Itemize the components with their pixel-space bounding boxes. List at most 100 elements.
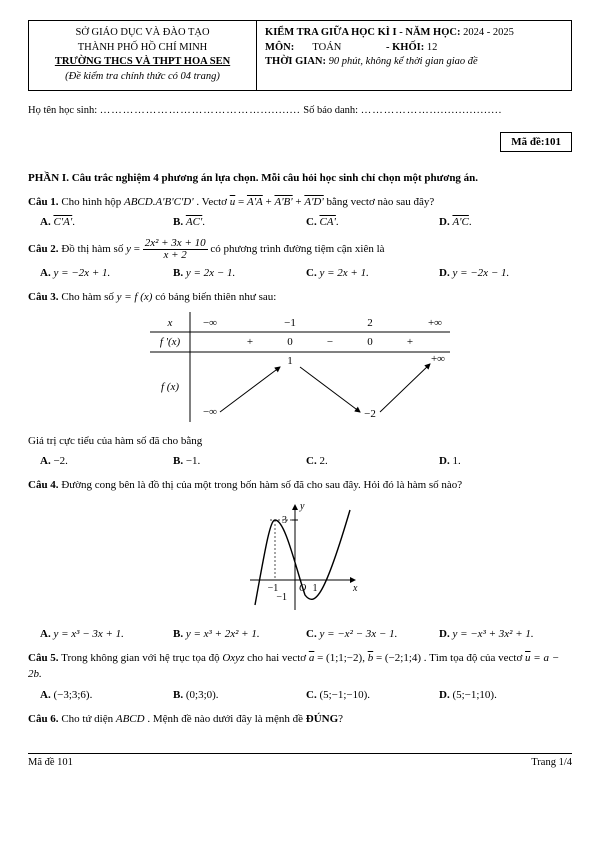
page-footer: Mã đề 101 Trang 1/4 (28, 753, 572, 768)
q1-ab: A'B' (274, 196, 292, 208)
q5-text-c: . Tìm tọa độ của vectơ (424, 652, 525, 664)
q5-opt-a: (−3;3;6). (53, 689, 92, 701)
subject-label: MÔN: (265, 42, 294, 53)
q2-options: A. y = −2x + 1. B. y = 2x − 1. C. y = 2x… (40, 265, 572, 281)
question-6: Câu 6. Cho tứ diện ABCD . Mệnh đề nào dư… (28, 711, 572, 728)
svg-text:−1: −1 (284, 317, 296, 329)
dept: SỞ GIÁO DỤC VÀ ĐÀO TẠO (37, 26, 248, 41)
q3-text-a: Cho hàm số (61, 291, 116, 303)
q5-opt-d: (5;−1;10). (452, 689, 496, 701)
q2-opt-c: y = 2x + 1. (319, 267, 368, 279)
q1-text-b: . Vectơ (196, 196, 229, 208)
q1-opt-b: AC' (186, 216, 202, 228)
q2-opt-d: y = −2x − 1. (452, 267, 509, 279)
q5-u: u (525, 652, 531, 664)
exam-year: 2024 - 2025 (463, 27, 514, 38)
question-3: Câu 3. Cho hàm số y = f (x) có bảng biến… (28, 289, 572, 306)
q1-ad: A'D' (304, 196, 323, 208)
exam-title: KIỂM TRA GIỮA HỌC KÌ I - NĂM HỌC: (265, 27, 460, 38)
q3-opt-a: −2. (53, 455, 67, 467)
q5-opt-b: (0;3;0). (186, 689, 219, 701)
q4-text: Đường cong bên là đồ thị của một trong b… (61, 479, 462, 491)
q3-opt-d: 1. (452, 455, 460, 467)
q4-graph: x y 3 −1 O 1 −1 (28, 500, 572, 618)
question-4: Câu 4. Đường cong bên là đồ thị của một … (28, 477, 572, 494)
q5-label: Câu 5. (28, 652, 59, 664)
q4-options: A. y = x³ − 3x + 1. B. y = x³ + 2x² + 1.… (40, 626, 572, 642)
q3-sub: Giá trị cực tiểu của hàm số đã cho bằng (28, 433, 572, 450)
header-note: (Đề kiểm tra chính thức có 04 trang) (37, 70, 248, 85)
q5-oxyz: Oxyz (222, 652, 244, 664)
q4-label: Câu 4. (28, 479, 59, 491)
q4-opt-b: y = x³ + 2x² + 1. (186, 628, 260, 640)
q1-text-c: bằng vectơ nào sau đây? (326, 196, 434, 208)
q1-opt-c: CA' (319, 216, 335, 228)
q6-dung: ĐÚNG (306, 713, 338, 725)
q5-text-a: Trong không gian với hệ trục tọa độ (61, 652, 222, 664)
svg-text:+∞: +∞ (431, 353, 445, 365)
svg-text:f '(x): f '(x) (160, 336, 181, 348)
svg-text:1: 1 (313, 583, 318, 594)
q1-text-a: Cho hình hộp (61, 196, 124, 208)
footer-right: Trang 1/4 (531, 757, 572, 768)
q5-b: b (368, 652, 374, 664)
q3-options: A. −2. B. −1. C. 2. D. 1. (40, 453, 572, 469)
student-row: Họ tên học sinh: …………………………………….........… (28, 105, 572, 116)
q4-opt-d: y = −x³ + 3x² + 1. (452, 628, 533, 640)
name-dots: ……………………………………........... (100, 105, 301, 116)
grade-label: - KHỐI: (386, 42, 424, 53)
q1-box: ABCD.A'B'C'D' (124, 196, 194, 208)
q5-options: A. (−3;3;6). B. (0;3;0). C. (5;−1;−10). … (40, 687, 572, 703)
q5-a-coord: = (1;1;−2) (317, 652, 362, 664)
q6-abcd: ABCD (116, 713, 145, 725)
time: 90 phút, không kể thời gian giao đề (329, 56, 478, 67)
q2-label: Câu 2. (28, 243, 59, 255)
q1-u: u (230, 196, 236, 208)
q1-label: Câu 1. (28, 196, 59, 208)
svg-text:y: y (299, 501, 305, 512)
q2-opt-a: y = −2x + 1. (53, 267, 110, 279)
header-left: SỞ GIÁO DỤC VÀ ĐÀO TẠO THÀNH PHỐ HỒ CHÍ … (29, 21, 257, 91)
question-1: Câu 1. Cho hình hộp ABCD.A'B'C'D' . Vect… (28, 194, 572, 211)
exam-code: Mã đề:101 (500, 132, 572, 152)
svg-text:0: 0 (367, 336, 373, 348)
q2-den: x + 2 (143, 250, 208, 261)
time-label: THỜI GIAN: (265, 56, 326, 67)
svg-text:+: + (247, 336, 253, 348)
q1-opt-a: C'A' (53, 216, 72, 228)
svg-text:x: x (352, 583, 358, 594)
q6-qm: ? (338, 713, 343, 725)
svg-text:0: 0 (287, 336, 293, 348)
q2-opt-b: y = 2x − 1. (186, 267, 235, 279)
header-right: KIỂM TRA GIỮA HỌC KÌ I - NĂM HỌC: 2024 -… (257, 21, 572, 91)
header-box: SỞ GIÁO DỤC VÀ ĐÀO TẠO THÀNH PHỐ HỒ CHÍ … (28, 20, 572, 91)
q5-b-coord: = (−2;1;4) (376, 652, 421, 664)
footer-left: Mã đề 101 (28, 757, 73, 768)
q2-text-a: Đồ thị hàm số (61, 243, 126, 255)
q4-opt-a: y = x³ − 3x + 1. (53, 628, 123, 640)
city: THÀNH PHỐ HỒ CHÍ MINH (37, 41, 248, 56)
svg-text:x: x (167, 317, 173, 329)
sbd-label: Số báo danh: (303, 105, 358, 116)
q3-label: Câu 3. (28, 291, 59, 303)
q1-options: A. C'A'. B. AC'. C. CA'. D. A'C. (40, 214, 572, 230)
svg-text:−1: −1 (276, 592, 287, 603)
question-2: Câu 2. Đồ thị hàm số y = 2x² + 3x + 10 x… (28, 238, 572, 261)
q4-opt-c: y = −x² − 3x − 1. (319, 628, 397, 640)
q1-aa: A'A (247, 196, 263, 208)
school: TRƯỜNG THCS VÀ THPT HOA SEN (37, 55, 248, 70)
q5-a: a (309, 652, 315, 664)
variation-table: x f '(x) f (x) −∞ −1 2 +∞ + 0 − 0 + −∞ 1… (28, 312, 572, 425)
q6-text-a: Cho tứ diện (61, 713, 116, 725)
svg-text:−: − (327, 336, 333, 348)
sbd-dots: ……………….................... (361, 105, 503, 116)
q2-fraction: 2x² + 3x + 10 x + 2 (143, 238, 208, 261)
question-5: Câu 5. Trong không gian với hệ trục tọa … (28, 650, 572, 683)
section-1-title: PHẦN I. Câu trắc nghiệm 4 phương án lựa … (28, 172, 572, 184)
svg-text:f (x): f (x) (161, 381, 179, 393)
q6-label: Câu 6. (28, 713, 59, 725)
subject: TOÁN (312, 42, 341, 53)
svg-text:+∞: +∞ (428, 317, 442, 329)
svg-text:1: 1 (287, 355, 293, 367)
q5-text-b: cho hai vectơ (247, 652, 309, 664)
